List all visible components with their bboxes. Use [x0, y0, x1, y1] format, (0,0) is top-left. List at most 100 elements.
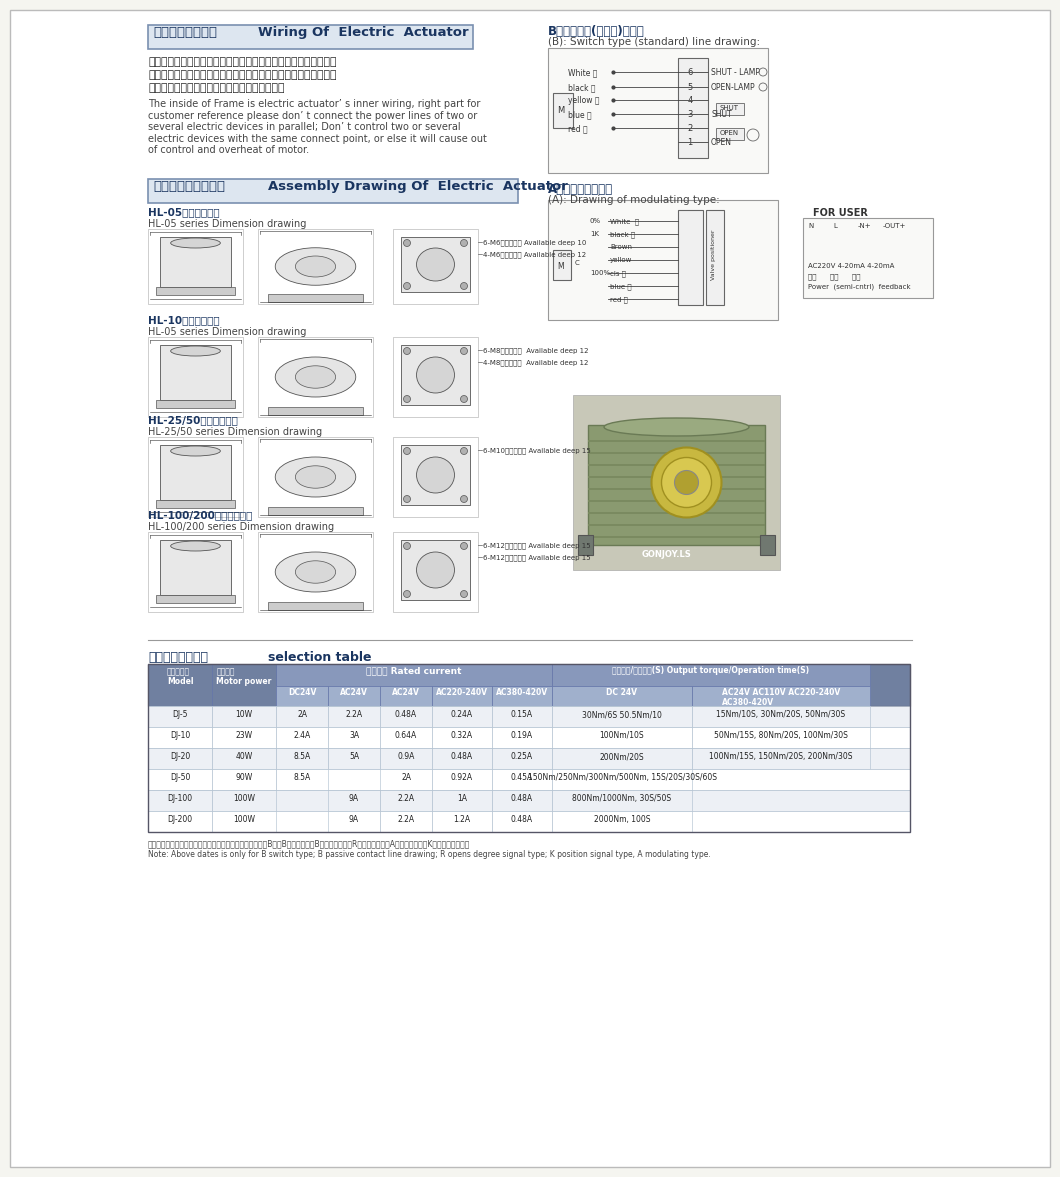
Ellipse shape [417, 457, 455, 493]
Bar [276, 769, 328, 790]
Bar [552, 686, 692, 706]
Bar [258, 532, 373, 612]
Text: 5A: 5A [349, 752, 359, 762]
Text: AC24V: AC24V [340, 689, 368, 697]
Bar [716, 128, 744, 140]
Bar [156, 500, 235, 508]
Bar [328, 790, 379, 811]
Bar [588, 488, 765, 490]
Ellipse shape [417, 357, 455, 393]
Bar [148, 790, 212, 811]
Bar [552, 749, 692, 769]
Bar [492, 790, 552, 811]
Bar [276, 686, 328, 706]
Bar [379, 706, 432, 727]
Bar [393, 337, 478, 417]
Bar [573, 395, 780, 570]
Text: 50Nm/15S, 80Nm/20S, 100Nm/30S: 50Nm/15S, 80Nm/20S, 100Nm/30S [714, 731, 848, 740]
Bar [692, 686, 870, 706]
Text: 0.25A: 0.25A [511, 752, 533, 762]
Text: 0.9A: 0.9A [398, 752, 414, 762]
Ellipse shape [276, 357, 356, 397]
Bar [328, 811, 379, 832]
Text: AC24V: AC24V [392, 689, 420, 697]
Circle shape [460, 591, 467, 598]
Bar [716, 104, 744, 115]
Bar [379, 727, 432, 749]
Text: 4-M8安装深度：  Available deep 12: 4-M8安装深度： Available deep 12 [483, 359, 588, 366]
Bar [148, 664, 212, 706]
Bar [328, 749, 379, 769]
Bar [432, 706, 492, 727]
Text: 2.2A: 2.2A [398, 794, 414, 803]
Text: 15Nm/10S, 30Nm/20S, 50Nm/30S: 15Nm/10S, 30Nm/20S, 50Nm/30S [717, 710, 846, 719]
Text: yellow 黄: yellow 黄 [568, 97, 600, 105]
Text: 3: 3 [687, 109, 692, 119]
Ellipse shape [296, 257, 336, 277]
Text: HL-25/50 series Dimension drawing: HL-25/50 series Dimension drawing [148, 427, 322, 437]
Bar [148, 230, 243, 304]
Bar [160, 445, 231, 500]
Bar [148, 706, 212, 727]
Text: DJ-200: DJ-200 [167, 814, 193, 824]
Text: cls 黄: cls 黄 [610, 270, 626, 277]
Bar [492, 706, 552, 727]
Bar [148, 706, 909, 727]
Bar [548, 200, 778, 320]
Circle shape [460, 347, 467, 354]
Text: 3A: 3A [349, 731, 359, 740]
Text: 100W: 100W [233, 794, 255, 803]
Bar [379, 790, 432, 811]
Text: M: M [556, 262, 564, 271]
Bar [148, 532, 243, 612]
Bar [268, 601, 363, 610]
Bar [328, 706, 379, 727]
Text: 或数台电动装置，否则会造成失控和电机过热。: 或数台电动装置，否则会造成失控和电机过热。 [148, 84, 284, 93]
Bar [588, 476, 765, 478]
Bar [552, 790, 692, 811]
Bar [258, 437, 373, 517]
Text: blue 蓝: blue 蓝 [568, 109, 591, 119]
Bar [692, 749, 870, 769]
Text: blue 蓝: blue 蓝 [610, 282, 632, 290]
Text: C: C [575, 260, 580, 266]
Circle shape [460, 447, 467, 454]
Ellipse shape [171, 541, 220, 551]
Text: (B): Switch type (standard) line drawing:: (B): Switch type (standard) line drawing… [548, 36, 760, 47]
Text: 2.2A: 2.2A [398, 814, 414, 824]
Bar [148, 749, 909, 769]
Circle shape [404, 395, 410, 403]
Text: SHUT - LAMP: SHUT - LAMP [711, 68, 760, 77]
Ellipse shape [417, 248, 455, 281]
Bar [328, 686, 379, 706]
Bar [552, 727, 692, 749]
Text: 10W: 10W [235, 710, 252, 719]
Circle shape [404, 447, 410, 454]
Circle shape [460, 282, 467, 290]
Text: GONJOY.LS: GONJOY.LS [641, 550, 691, 559]
Bar [148, 749, 212, 769]
Bar [268, 407, 363, 415]
Bar [212, 790, 276, 811]
Bar [276, 706, 328, 727]
Bar [432, 727, 492, 749]
Circle shape [652, 447, 722, 518]
Text: AC220-240V: AC220-240V [436, 689, 488, 697]
Text: Wiring Of  Electric  Actuator: Wiring Of Electric Actuator [258, 26, 469, 39]
Text: HL-25/50系列外型尺寸: HL-25/50系列外型尺寸 [148, 415, 237, 425]
Text: 6: 6 [687, 68, 692, 77]
Text: 800Nm/1000Nm, 30S/50S: 800Nm/1000Nm, 30S/50S [572, 794, 672, 803]
Bar [401, 237, 470, 292]
Circle shape [460, 239, 467, 246]
Text: black 黑: black 黑 [610, 231, 635, 238]
Text: 0.92A: 0.92A [450, 773, 473, 782]
Bar [156, 400, 235, 408]
Text: 0.48A: 0.48A [511, 794, 533, 803]
Text: White 白: White 白 [568, 68, 598, 77]
Bar [588, 536, 765, 538]
Bar [401, 445, 470, 505]
Text: 4: 4 [687, 97, 692, 105]
Text: 0.45A: 0.45A [511, 773, 533, 782]
Ellipse shape [604, 418, 749, 435]
Text: 6-M10安装深度： Available deep 15: 6-M10安装深度： Available deep 15 [483, 447, 590, 453]
